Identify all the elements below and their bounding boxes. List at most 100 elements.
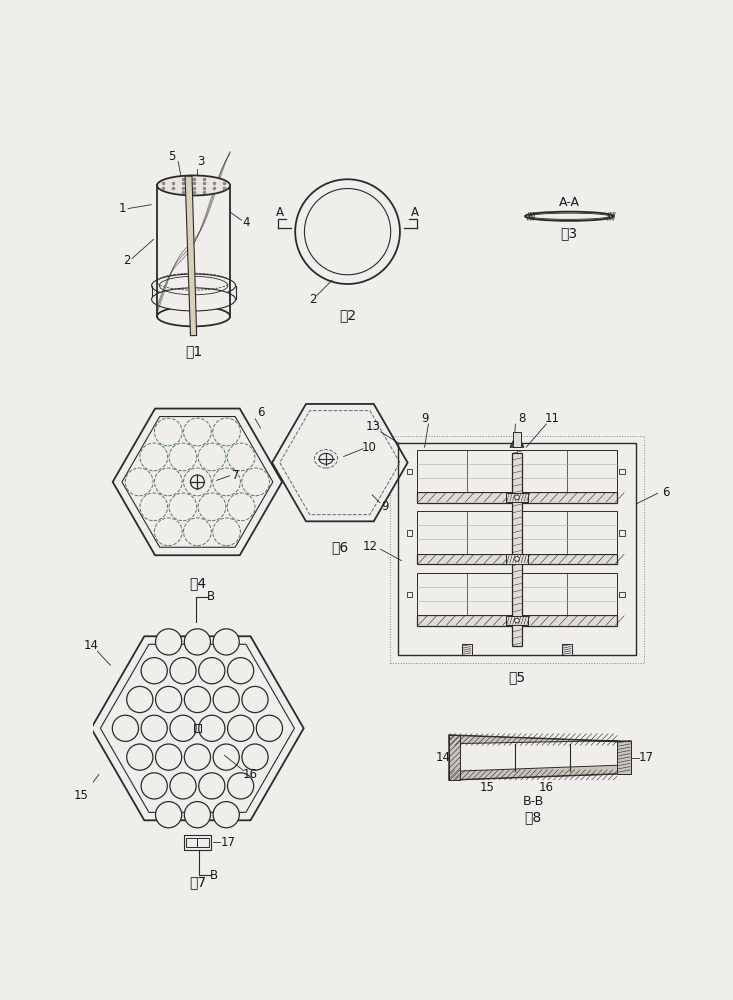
- Text: 13: 13: [366, 420, 380, 433]
- Ellipse shape: [155, 418, 183, 446]
- Ellipse shape: [242, 686, 268, 713]
- Ellipse shape: [169, 443, 196, 471]
- Polygon shape: [185, 176, 196, 336]
- Text: 图1: 图1: [185, 344, 202, 358]
- Ellipse shape: [141, 773, 167, 799]
- Text: 14: 14: [84, 639, 99, 652]
- Ellipse shape: [141, 658, 167, 684]
- Ellipse shape: [227, 493, 255, 521]
- Ellipse shape: [213, 468, 240, 496]
- Bar: [417, 573, 617, 615]
- Polygon shape: [510, 433, 524, 447]
- Ellipse shape: [112, 715, 139, 741]
- Ellipse shape: [155, 744, 182, 770]
- Ellipse shape: [184, 686, 210, 713]
- Text: 14: 14: [435, 751, 451, 764]
- Ellipse shape: [515, 618, 519, 623]
- Ellipse shape: [198, 443, 226, 471]
- Text: 图5: 图5: [509, 670, 526, 684]
- Ellipse shape: [213, 629, 239, 655]
- Ellipse shape: [213, 418, 240, 446]
- Ellipse shape: [304, 189, 391, 275]
- Ellipse shape: [242, 468, 270, 496]
- Ellipse shape: [170, 715, 196, 741]
- Bar: [507, 493, 528, 502]
- Text: 2: 2: [309, 293, 317, 306]
- Bar: [619, 530, 625, 536]
- Bar: [417, 511, 617, 554]
- Text: 6: 6: [662, 486, 669, 499]
- Ellipse shape: [227, 443, 255, 471]
- Polygon shape: [91, 636, 303, 820]
- Text: 图3: 图3: [561, 226, 578, 240]
- Ellipse shape: [152, 274, 235, 297]
- Ellipse shape: [155, 686, 182, 713]
- Ellipse shape: [529, 213, 610, 219]
- Text: 6: 6: [257, 406, 265, 419]
- Ellipse shape: [152, 288, 235, 311]
- Bar: [619, 592, 625, 597]
- Ellipse shape: [170, 773, 196, 799]
- Text: 2: 2: [123, 254, 130, 267]
- Text: B-B: B-B: [523, 795, 544, 808]
- Text: 图4: 图4: [189, 577, 206, 591]
- Ellipse shape: [169, 493, 196, 521]
- Ellipse shape: [140, 443, 168, 471]
- Ellipse shape: [155, 518, 183, 546]
- Ellipse shape: [213, 744, 239, 770]
- Bar: [417, 615, 617, 626]
- Text: 1: 1: [119, 202, 127, 215]
- Ellipse shape: [184, 802, 210, 828]
- Polygon shape: [100, 644, 295, 812]
- Text: 3: 3: [198, 155, 205, 168]
- Ellipse shape: [191, 475, 205, 489]
- Polygon shape: [113, 409, 282, 555]
- Ellipse shape: [184, 629, 210, 655]
- Text: 4: 4: [242, 216, 250, 229]
- Bar: [186, 838, 209, 847]
- Bar: [507, 554, 528, 564]
- Ellipse shape: [525, 212, 614, 221]
- Ellipse shape: [242, 744, 268, 770]
- Bar: [449, 770, 617, 780]
- Ellipse shape: [213, 802, 239, 828]
- Ellipse shape: [183, 468, 211, 496]
- Bar: [407, 530, 412, 536]
- Bar: [184, 835, 211, 850]
- Ellipse shape: [515, 557, 519, 561]
- Bar: [417, 492, 617, 503]
- Text: 图2: 图2: [339, 308, 356, 322]
- Text: 9: 9: [421, 412, 428, 425]
- Ellipse shape: [157, 306, 230, 326]
- Ellipse shape: [227, 715, 254, 741]
- Ellipse shape: [183, 418, 211, 446]
- Text: A-A: A-A: [559, 196, 580, 209]
- Ellipse shape: [183, 518, 211, 546]
- Text: 15: 15: [479, 781, 494, 794]
- Bar: [513, 432, 521, 447]
- Ellipse shape: [227, 658, 254, 684]
- Ellipse shape: [199, 773, 225, 799]
- Bar: [507, 616, 528, 625]
- Ellipse shape: [184, 744, 210, 770]
- Polygon shape: [122, 417, 273, 547]
- Bar: [512, 453, 523, 646]
- Text: 9: 9: [380, 500, 388, 513]
- Ellipse shape: [213, 518, 240, 546]
- Text: 7: 7: [232, 469, 240, 482]
- Polygon shape: [449, 735, 460, 780]
- Ellipse shape: [155, 468, 183, 496]
- Text: 5: 5: [169, 150, 176, 163]
- Bar: [417, 450, 617, 492]
- Text: 图7: 图7: [189, 875, 206, 889]
- Ellipse shape: [127, 744, 153, 770]
- Text: 图6: 图6: [331, 540, 348, 554]
- Ellipse shape: [157, 175, 230, 195]
- Text: 16: 16: [539, 781, 554, 794]
- Polygon shape: [272, 404, 408, 521]
- Text: 12: 12: [363, 540, 378, 553]
- Polygon shape: [449, 765, 631, 780]
- Text: 8: 8: [518, 412, 526, 425]
- Text: 图8: 图8: [525, 810, 542, 824]
- Ellipse shape: [155, 629, 182, 655]
